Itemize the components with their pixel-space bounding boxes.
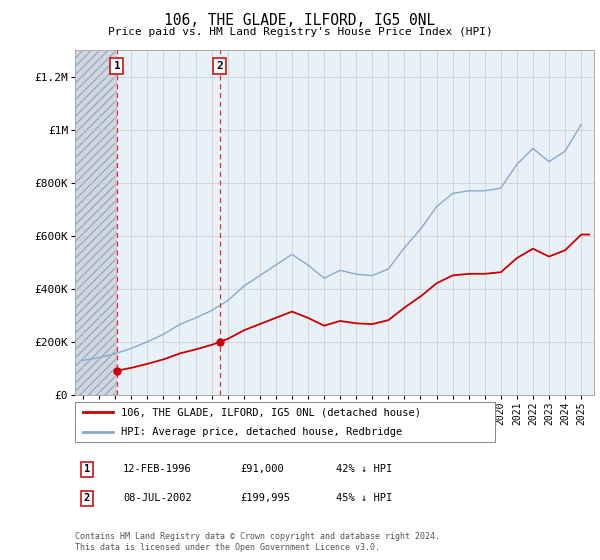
Text: 1: 1 — [113, 61, 121, 71]
Text: 45% ↓ HPI: 45% ↓ HPI — [336, 493, 392, 503]
Text: £199,995: £199,995 — [240, 493, 290, 503]
Text: 08-JUL-2002: 08-JUL-2002 — [123, 493, 192, 503]
Text: Contains HM Land Registry data © Crown copyright and database right 2024.
This d: Contains HM Land Registry data © Crown c… — [75, 533, 440, 552]
Text: 106, THE GLADE, ILFORD, IG5 0NL: 106, THE GLADE, ILFORD, IG5 0NL — [164, 13, 436, 27]
Text: 2: 2 — [217, 61, 223, 71]
Text: 12-FEB-1996: 12-FEB-1996 — [123, 464, 192, 474]
Text: £91,000: £91,000 — [240, 464, 284, 474]
Text: HPI: Average price, detached house, Redbridge: HPI: Average price, detached house, Redb… — [121, 427, 403, 437]
Bar — [75, 50, 117, 395]
Text: Price paid vs. HM Land Registry's House Price Index (HPI): Price paid vs. HM Land Registry's House … — [107, 27, 493, 37]
Text: 42% ↓ HPI: 42% ↓ HPI — [336, 464, 392, 474]
Bar — [75, 50, 117, 395]
Text: 1: 1 — [84, 464, 90, 474]
Text: 2: 2 — [84, 493, 90, 503]
Text: 106, THE GLADE, ILFORD, IG5 0NL (detached house): 106, THE GLADE, ILFORD, IG5 0NL (detache… — [121, 407, 421, 417]
